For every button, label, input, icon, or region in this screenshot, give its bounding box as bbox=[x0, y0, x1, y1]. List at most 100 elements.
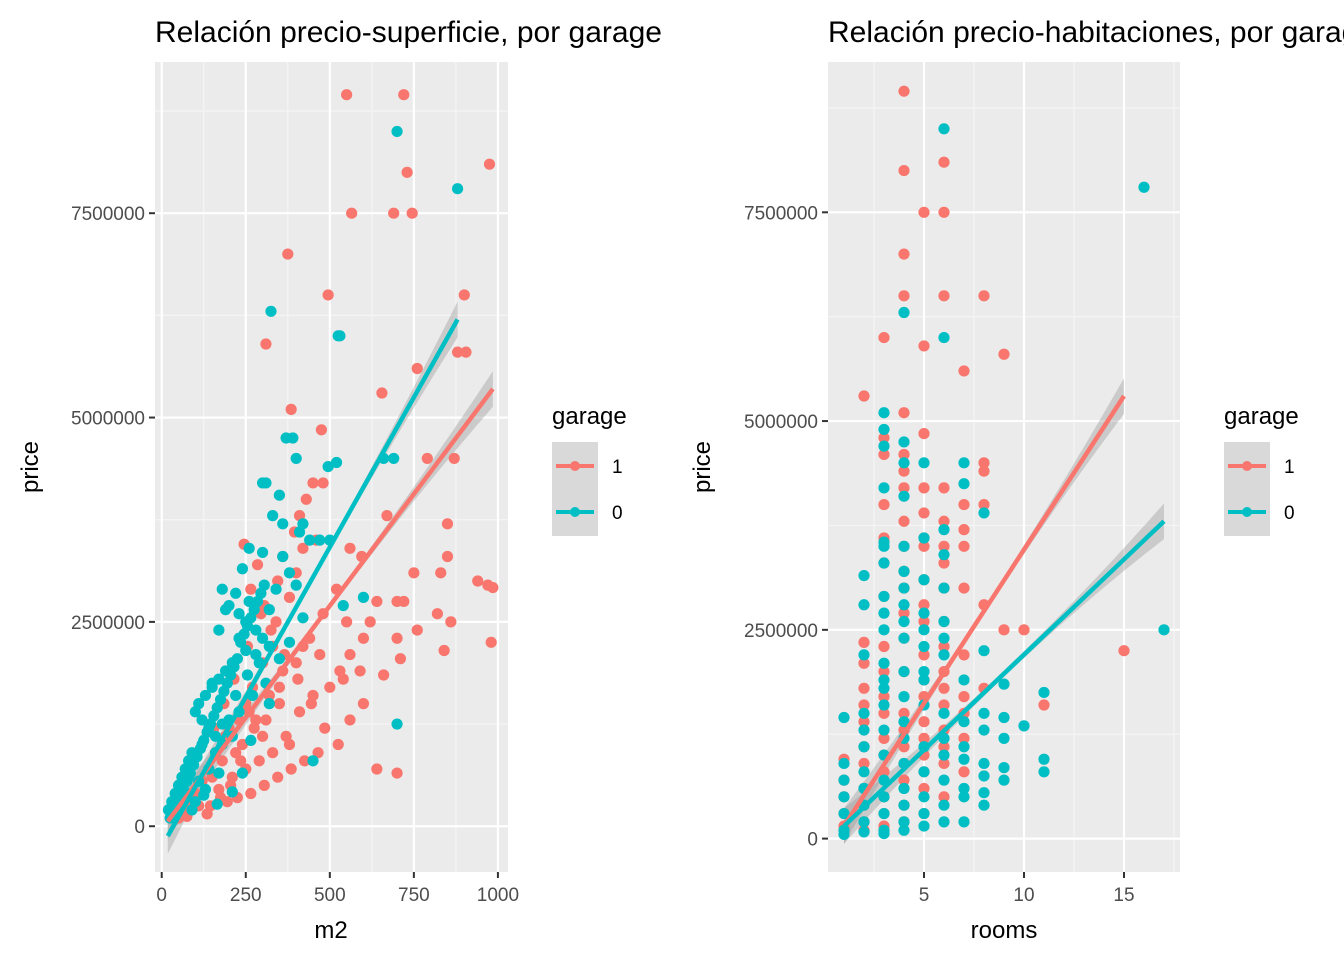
y-tick-label: 5000000 bbox=[71, 409, 145, 430]
data-point-garage-0 bbox=[898, 782, 910, 795]
data-point-garage-0 bbox=[918, 640, 930, 653]
data-point-garage-1 bbox=[216, 755, 228, 767]
data-point-garage-1 bbox=[858, 636, 870, 648]
data-point-garage-0 bbox=[236, 767, 249, 779]
data-point-garage-0 bbox=[297, 612, 309, 624]
data-point-garage-1 bbox=[918, 615, 930, 628]
data-point-garage-0 bbox=[304, 534, 316, 546]
data-point-garage-0 bbox=[878, 657, 890, 669]
data-point-garage-0 bbox=[260, 477, 272, 489]
data-point-garage-0 bbox=[243, 542, 255, 554]
data-point-garage-1 bbox=[458, 289, 470, 301]
data-point-garage-1 bbox=[364, 616, 376, 628]
data-point-garage-0 bbox=[878, 557, 890, 569]
data-point-garage-0 bbox=[898, 436, 910, 448]
data-point-garage-0 bbox=[878, 724, 890, 736]
legend-rooms: garage 1 0 bbox=[1224, 403, 1299, 536]
data-point-garage-0 bbox=[332, 330, 344, 342]
data-point-garage-1 bbox=[978, 290, 990, 302]
data-point-garage-1 bbox=[918, 427, 930, 440]
data-point-garage-0 bbox=[918, 766, 930, 778]
data-point-garage-0 bbox=[330, 456, 343, 469]
data-point-garage-0 bbox=[357, 591, 370, 603]
data-point-garage-0 bbox=[283, 567, 296, 579]
data-point-garage-0 bbox=[918, 665, 930, 678]
data-point-garage-1 bbox=[394, 653, 407, 665]
data-point-garage-1 bbox=[411, 362, 423, 375]
data-point-garage-1 bbox=[898, 515, 910, 527]
data-point-garage-0 bbox=[898, 632, 910, 644]
data-point-garage-0 bbox=[898, 457, 910, 469]
data-point-garage-1 bbox=[273, 681, 285, 693]
data-point-garage-0 bbox=[211, 798, 223, 810]
data-point-garage-1 bbox=[315, 424, 328, 436]
data-point-garage-1 bbox=[958, 365, 970, 377]
data-point-garage-0 bbox=[1018, 720, 1030, 732]
data-point-garage-0 bbox=[938, 816, 950, 828]
data-point-garage-1 bbox=[319, 722, 331, 734]
data-point-garage-1 bbox=[918, 599, 930, 611]
data-point-garage-0 bbox=[307, 755, 319, 767]
data-point-garage-1 bbox=[305, 698, 317, 710]
data-point-garage-1 bbox=[272, 771, 284, 783]
fit-lines-rooms bbox=[842, 394, 1166, 828]
data-point-garage-1 bbox=[371, 595, 383, 608]
data-point-garage-1 bbox=[472, 575, 484, 587]
data-point-garage-0 bbox=[858, 816, 870, 828]
data-point-garage-0 bbox=[297, 518, 309, 530]
data-point-garage-1 bbox=[312, 747, 324, 759]
data-point-garage-0 bbox=[938, 123, 950, 135]
data-point-garage-0 bbox=[858, 649, 870, 661]
data-point-garage-1 bbox=[248, 722, 260, 734]
data-point-garage-0 bbox=[998, 762, 1010, 774]
data-point-garage-0 bbox=[233, 608, 245, 620]
data-point-garage-1 bbox=[958, 766, 970, 778]
data-point-garage-1 bbox=[341, 89, 353, 101]
data-point-garage-1 bbox=[460, 346, 472, 358]
data-point-garage-1 bbox=[344, 714, 356, 726]
data-point-garage-0 bbox=[958, 753, 970, 765]
data-point-garage-0 bbox=[230, 587, 242, 599]
y-tick-label: 0 bbox=[134, 817, 145, 838]
legend-label-1-m2: 1 bbox=[612, 457, 623, 478]
data-point-garage-0 bbox=[918, 791, 930, 803]
data-point-garage-1 bbox=[898, 164, 910, 177]
data-point-garage-0 bbox=[236, 563, 249, 575]
data-point-garage-1 bbox=[398, 89, 410, 101]
data-point-garage-0 bbox=[878, 624, 890, 636]
data-point-garage-0 bbox=[938, 749, 950, 761]
data-point-garage-0 bbox=[250, 648, 262, 661]
data-point-garage-1 bbox=[938, 757, 950, 770]
data-point-garage-0 bbox=[998, 678, 1010, 690]
data-point-garage-0 bbox=[838, 828, 850, 841]
data-point-garage-0 bbox=[918, 574, 930, 586]
data-point-garage-1 bbox=[398, 595, 410, 608]
data-point-garage-1 bbox=[878, 707, 890, 719]
legend-label-0-rooms: 0 bbox=[1284, 503, 1295, 524]
y-axis-title-m2: price bbox=[17, 441, 44, 493]
data-point-garage-1 bbox=[235, 755, 247, 767]
data-point-garage-1 bbox=[441, 550, 454, 563]
data-point-garage-0 bbox=[998, 774, 1010, 786]
data-point-garage-1 bbox=[376, 387, 388, 399]
data-point-garage-1 bbox=[381, 510, 393, 522]
data-point-garage-1 bbox=[245, 787, 257, 800]
data-point-garage-0 bbox=[898, 691, 910, 703]
data-point-garage-0 bbox=[958, 478, 970, 490]
data-point-garage-0 bbox=[322, 460, 334, 473]
data-point-garage-1 bbox=[435, 567, 447, 579]
data-point-garage-1 bbox=[297, 542, 309, 554]
data-point-garage-1 bbox=[858, 716, 870, 728]
y-axis-title-rooms: price bbox=[689, 441, 716, 493]
data-point-garage-1 bbox=[858, 682, 870, 694]
data-point-garage-0 bbox=[391, 125, 403, 138]
data-point-garage-0 bbox=[938, 632, 950, 644]
data-point-garage-1 bbox=[448, 452, 460, 465]
data-point-garage-0 bbox=[209, 730, 222, 742]
data-point-garage-0 bbox=[878, 807, 890, 820]
x-tick-label: 15 bbox=[1113, 885, 1134, 906]
data-point-garage-0 bbox=[918, 624, 930, 636]
data-point-garage-1 bbox=[256, 730, 269, 742]
data-point-garage-1 bbox=[280, 730, 292, 742]
data-point-garage-0 bbox=[1038, 686, 1050, 699]
